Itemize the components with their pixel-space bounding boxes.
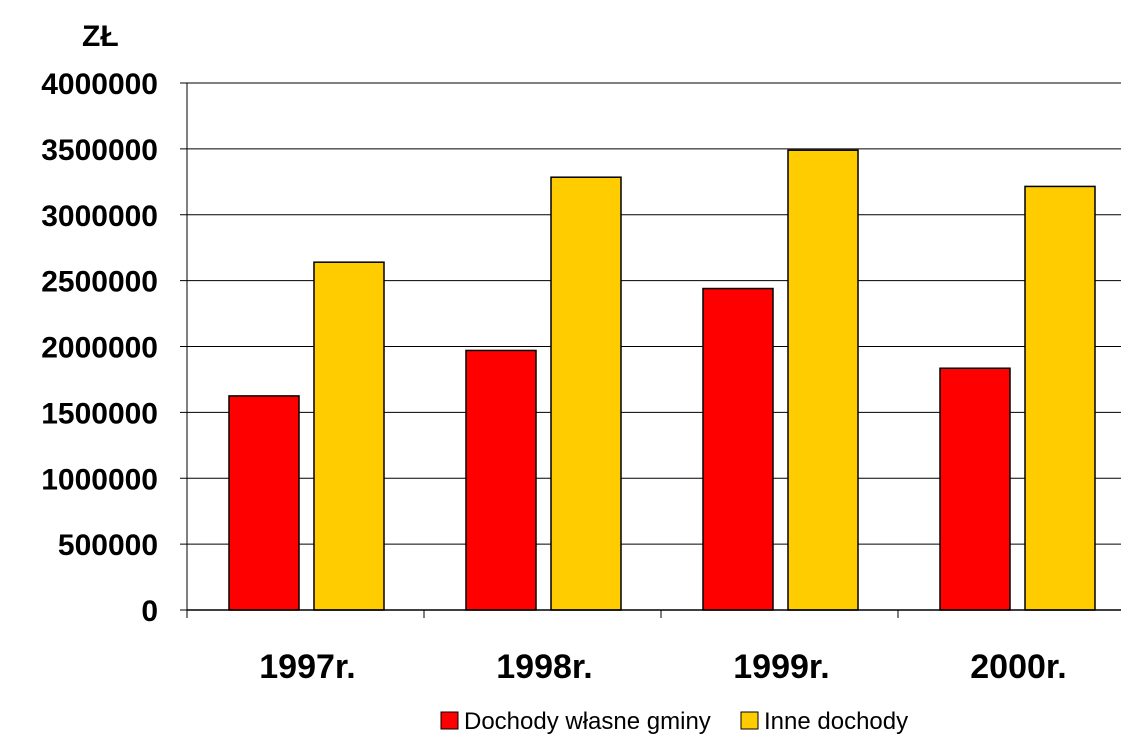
x-tick-label: 1999r. — [733, 648, 829, 686]
legend-swatch — [440, 711, 459, 730]
legend: Dochody własne gminy Inne dochody — [440, 708, 908, 735]
axes — [180, 82, 1121, 618]
y-tick-label: 2000000 — [41, 332, 158, 365]
bar-dochody-wlasne — [228, 395, 300, 611]
y-tick-label: 1000000 — [41, 463, 158, 496]
bars — [228, 149, 1096, 611]
bar-dochody-wlasne — [702, 287, 774, 611]
y-axis-unit-label: ZŁ — [82, 20, 119, 53]
y-tick-label: 0 — [141, 595, 158, 628]
bar-dochody-wlasne — [465, 349, 537, 611]
legend-label: Dochody własne gminy — [464, 708, 711, 735]
y-tick-label: 4000000 — [41, 68, 158, 101]
y-tick-labels: 0 500000 1000000 1500000 2000000 2500000 30000… — [41, 68, 158, 628]
legend-swatch — [740, 711, 759, 730]
bar-inne-dochody — [550, 176, 622, 611]
y-tick-label: 2500000 — [41, 266, 158, 299]
y-tick-label: 500000 — [58, 529, 158, 562]
x-tick-label: 1998r. — [496, 648, 592, 686]
bar-inne-dochody — [313, 261, 385, 611]
bar-inne-dochody — [1024, 185, 1096, 611]
y-tick-label: 3500000 — [41, 134, 158, 167]
y-tick-label: 3000000 — [41, 200, 158, 233]
y-tick-label: 1500000 — [41, 397, 158, 430]
bar-dochody-wlasne — [939, 367, 1011, 611]
legend-label: Inne dochody — [764, 708, 908, 735]
x-tick-label: 1997r. — [259, 648, 355, 686]
bar-inne-dochody — [787, 149, 859, 611]
x-tick-labels: 1997r. 1998r. 1999r. 2000r. — [259, 648, 1066, 686]
x-tick-label: 2000r. — [970, 648, 1066, 686]
